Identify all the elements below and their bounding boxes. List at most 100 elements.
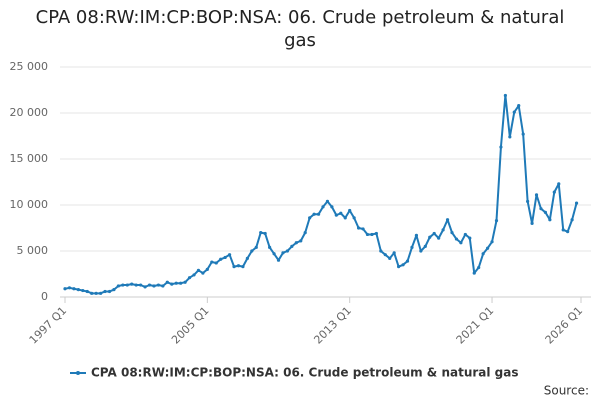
point bbox=[414, 233, 419, 237]
point bbox=[534, 193, 539, 197]
point bbox=[397, 265, 401, 269]
legend-marker bbox=[76, 371, 80, 375]
point bbox=[539, 207, 543, 211]
point bbox=[321, 205, 325, 209]
point bbox=[72, 287, 76, 291]
source: Source: bbox=[544, 384, 589, 398]
point bbox=[370, 232, 374, 237]
point bbox=[130, 282, 134, 286]
point bbox=[147, 283, 152, 287]
point bbox=[383, 253, 387, 257]
point bbox=[107, 289, 112, 294]
point bbox=[227, 253, 232, 257]
point bbox=[236, 264, 241, 268]
point bbox=[570, 218, 574, 222]
point bbox=[183, 280, 187, 284]
point bbox=[352, 216, 356, 220]
point bbox=[410, 245, 414, 249]
y-tick-label: 10 000 bbox=[10, 198, 49, 211]
point bbox=[254, 245, 258, 249]
point bbox=[521, 132, 525, 136]
point bbox=[90, 291, 94, 295]
point bbox=[241, 265, 245, 269]
y-tick-label: 20 000 bbox=[10, 106, 49, 119]
point bbox=[494, 219, 499, 223]
point bbox=[405, 259, 410, 263]
point bbox=[428, 235, 432, 239]
point bbox=[81, 288, 85, 293]
point bbox=[468, 236, 472, 240]
point bbox=[196, 268, 201, 272]
point bbox=[152, 284, 156, 288]
point bbox=[374, 231, 378, 236]
point bbox=[472, 271, 476, 275]
point bbox=[276, 258, 281, 262]
point bbox=[548, 218, 552, 222]
chart-title: CPA 08:RW:IM:CP:BOP:NSA: 06. Crude petro… bbox=[35, 7, 565, 51]
point bbox=[339, 211, 343, 215]
point bbox=[454, 237, 459, 241]
point bbox=[219, 257, 223, 261]
point bbox=[566, 230, 570, 234]
point bbox=[437, 236, 441, 240]
point bbox=[223, 255, 227, 260]
point bbox=[343, 216, 347, 220]
point bbox=[419, 249, 423, 253]
point bbox=[112, 288, 116, 292]
y-tick-label: 0 bbox=[41, 290, 48, 303]
point bbox=[76, 288, 80, 292]
point bbox=[574, 201, 579, 205]
point bbox=[290, 244, 294, 248]
point bbox=[294, 241, 298, 245]
point bbox=[325, 199, 330, 203]
point bbox=[103, 289, 107, 294]
point bbox=[512, 110, 516, 114]
point bbox=[490, 240, 494, 244]
point bbox=[143, 285, 147, 289]
x-tick-label: 1997 Q1 bbox=[27, 304, 70, 347]
point bbox=[334, 213, 338, 217]
point bbox=[463, 232, 467, 237]
point bbox=[379, 249, 383, 253]
point bbox=[85, 289, 89, 294]
point bbox=[485, 246, 490, 250]
point bbox=[192, 273, 196, 277]
point bbox=[94, 291, 98, 295]
point bbox=[517, 104, 521, 108]
point bbox=[561, 228, 565, 232]
point bbox=[459, 241, 463, 245]
point bbox=[179, 281, 183, 285]
point bbox=[481, 252, 485, 256]
point bbox=[392, 251, 396, 255]
point bbox=[232, 265, 236, 269]
point bbox=[272, 252, 276, 256]
point bbox=[356, 226, 361, 230]
x-tick-label: 2021 Q1 bbox=[454, 304, 497, 347]
point bbox=[312, 212, 316, 216]
point bbox=[303, 231, 307, 235]
y-tick-label: 25 000 bbox=[10, 60, 49, 73]
point bbox=[205, 267, 209, 271]
point bbox=[365, 232, 370, 237]
point bbox=[161, 284, 165, 288]
point bbox=[477, 265, 481, 270]
x-tick-label: 2013 Q1 bbox=[311, 304, 354, 347]
point bbox=[503, 93, 507, 98]
point bbox=[388, 256, 392, 260]
point bbox=[450, 231, 454, 235]
point bbox=[165, 280, 169, 284]
point bbox=[543, 210, 548, 214]
point bbox=[432, 231, 436, 236]
point bbox=[361, 227, 365, 231]
y-tick-label: 5 000 bbox=[17, 244, 49, 257]
point bbox=[139, 283, 143, 287]
point bbox=[174, 281, 178, 285]
point bbox=[63, 287, 67, 291]
point bbox=[285, 249, 290, 253]
point bbox=[281, 251, 285, 255]
point bbox=[116, 284, 120, 288]
point bbox=[170, 282, 174, 286]
point bbox=[499, 145, 503, 149]
point bbox=[530, 221, 534, 225]
